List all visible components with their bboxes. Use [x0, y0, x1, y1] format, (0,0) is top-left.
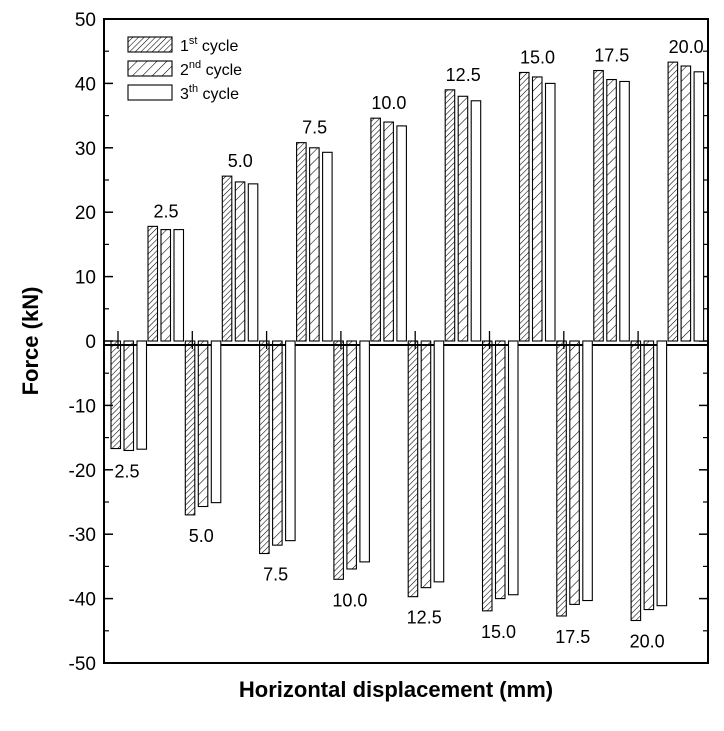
y-tick-label: 0	[85, 332, 96, 353]
bar-negative-3	[656, 340, 668, 607]
bar-positive-3	[544, 82, 556, 342]
bar-positive-3	[322, 151, 333, 342]
bar-negative-3	[507, 340, 519, 596]
negative-displacement-label: 12.5	[407, 608, 442, 628]
bar-negative-2	[197, 340, 209, 508]
y-tick-label: 20	[75, 203, 96, 224]
bar-positive-3	[173, 229, 185, 342]
negative-displacement-label: 10.0	[332, 590, 367, 610]
negative-displacement-label: 17.5	[555, 627, 590, 647]
bar-negative-3	[285, 340, 296, 542]
bar-positive-2	[680, 65, 692, 342]
bar-negative-3	[210, 340, 222, 504]
bar-positive-3	[396, 125, 407, 342]
positive-displacement-label: 2.5	[153, 201, 178, 221]
positive-displacement-label: 12.5	[446, 65, 481, 85]
bars-group	[110, 61, 705, 622]
bar-positive-1	[296, 142, 307, 342]
bar-positive-2	[383, 121, 394, 342]
bar-negative-1	[184, 340, 196, 516]
bar-negative-3	[359, 340, 370, 563]
legend-label-3: 3th cycle	[180, 83, 239, 103]
bar-positive-2	[234, 181, 246, 342]
bar-positive-3	[693, 71, 705, 342]
negative-displacement-label: 15.0	[481, 622, 516, 642]
bar-positive-3	[470, 100, 482, 342]
y-tick-label: -10	[69, 396, 96, 417]
bar-positive-1	[444, 89, 456, 342]
bar-negative-2	[272, 340, 283, 546]
bar-negative-3	[433, 340, 445, 583]
bar-positive-3	[247, 183, 259, 342]
legend-swatch-3	[127, 84, 173, 101]
bar-positive-1	[593, 69, 604, 342]
bar-negative-2	[569, 340, 580, 605]
x-axis-title: Horizontal displacement (mm)	[239, 677, 553, 702]
bar-positive-3	[619, 80, 630, 342]
y-tick-label: 30	[75, 139, 96, 160]
bar-negative-3	[582, 340, 593, 602]
bar-positive-2	[160, 229, 172, 342]
bar-negative-1	[259, 340, 270, 555]
positive-displacement-label: 10.0	[371, 93, 406, 113]
negative-displacement-label: 20.0	[630, 631, 665, 651]
legend: 1st cycle 2nd cycle 3th cycle	[127, 35, 242, 103]
legend-label-1: 1st cycle	[180, 35, 238, 55]
bar-positive-1	[147, 225, 159, 342]
bar-positive-1	[370, 117, 381, 342]
bar-positive-2	[531, 76, 543, 342]
bar-negative-2	[643, 340, 655, 611]
negative-displacement-label: 7.5	[263, 565, 288, 585]
bar-negative-2	[123, 340, 135, 452]
bar-negative-2	[420, 340, 432, 589]
bar-negative-1	[481, 340, 493, 612]
y-tick-label: -50	[69, 654, 96, 675]
negative-displacement-label: 2.5	[114, 461, 139, 481]
legend-swatch-1	[127, 36, 173, 53]
y-tick-label: 10	[75, 268, 96, 289]
bar-negative-3	[136, 340, 148, 450]
bar-negative-1	[556, 340, 567, 617]
legend-swatch-2	[127, 60, 173, 77]
bar-negative-1	[333, 340, 344, 580]
bar-negative-1	[407, 340, 419, 598]
displacement-labels-group: 2.5 2.5 5.0 5.0 7.5 7.5 10.0 10.0 12.5 12.5 15.0 15…	[114, 37, 703, 651]
positive-displacement-label: 7.5	[302, 118, 327, 138]
y-tick-label: 50	[75, 10, 96, 31]
negative-displacement-label: 5.0	[189, 526, 214, 546]
bar-negative-2	[346, 340, 357, 570]
y-tick-label: -40	[69, 590, 96, 611]
bar-positive-1	[221, 175, 233, 342]
y-tick-label: -20	[69, 461, 96, 482]
y-axis: 50 40 30 20 10 0 -10 -20 -30 -40 -50	[69, 10, 708, 675]
positive-displacement-label: 15.0	[520, 47, 555, 67]
positive-displacement-label: 17.5	[594, 46, 629, 66]
y-tick-label: 40	[75, 74, 96, 95]
bar-negative-2	[494, 340, 506, 600]
bar-positive-1	[518, 71, 530, 342]
bar-positive-1	[667, 61, 679, 342]
legend-label-2: 2nd cycle	[180, 59, 242, 79]
bar-negative-1	[110, 340, 122, 450]
positive-displacement-label: 5.0	[228, 151, 253, 171]
bar-positive-2	[457, 95, 469, 342]
bar-negative-1	[630, 340, 642, 622]
y-tick-label: -30	[69, 525, 96, 546]
bar-positive-2	[309, 147, 320, 342]
bar-positive-2	[606, 78, 617, 342]
y-axis-title: Force (kN)	[18, 287, 43, 396]
positive-displacement-label: 20.0	[669, 37, 704, 57]
